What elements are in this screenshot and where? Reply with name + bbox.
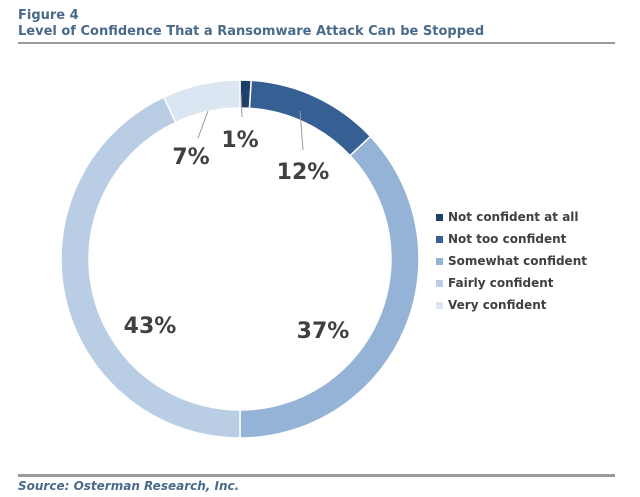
slice-value-label: 7%	[172, 145, 209, 170]
donut-slice-somewhat-confident	[239, 135, 420, 439]
slice-value-label: 12%	[277, 160, 330, 185]
legend-item-not-too-confident: Not too confident	[436, 228, 587, 250]
top-divider	[18, 42, 615, 44]
figure-label: Figure 4	[18, 8, 79, 23]
legend-item-not-confident-at-all: Not confident at all	[436, 206, 587, 228]
leader-line	[240, 93, 243, 118]
legend-swatch	[436, 213, 443, 221]
donut-slice-fairly-confident	[60, 96, 241, 439]
legend-label: Somewhat confident	[448, 254, 587, 268]
leader-line	[299, 110, 304, 151]
source-note: Source: Osterman Research, Inc.	[18, 479, 240, 493]
donut-chart: 1% 12% 37% 43% 7%	[60, 79, 420, 439]
legend-swatch	[436, 301, 443, 309]
chart-title: Level of Confidence That a Ransomware At…	[18, 24, 485, 39]
legend-swatch	[436, 279, 443, 287]
legend-item-fairly-confident: Fairly confident	[436, 272, 587, 294]
legend-label: Not too confident	[448, 232, 567, 246]
slice-value-label: 37%	[297, 319, 350, 344]
slice-labels: 1% 12% 37% 43% 7%	[124, 128, 350, 344]
legend-swatch	[436, 235, 443, 243]
donut-slice-very-confident	[162, 79, 241, 124]
slice-value-label: 1%	[221, 128, 258, 153]
donut-slices	[60, 79, 420, 439]
legend-item-very-confident: Very confident	[436, 294, 587, 316]
legend-label: Not confident at all	[448, 210, 579, 224]
legend-item-somewhat-confident: Somewhat confident	[436, 250, 587, 272]
leader-lines	[197, 93, 304, 151]
legend-label: Fairly confident	[448, 276, 554, 290]
legend-swatch	[436, 257, 443, 265]
chart-legend: Not confident at all Not too confident S…	[436, 206, 587, 316]
legend-label: Very confident	[448, 298, 547, 312]
bottom-divider	[18, 474, 615, 477]
donut-slice-not-too-confident	[248, 79, 372, 157]
leader-line	[197, 110, 209, 139]
slice-value-label: 43%	[124, 314, 177, 339]
